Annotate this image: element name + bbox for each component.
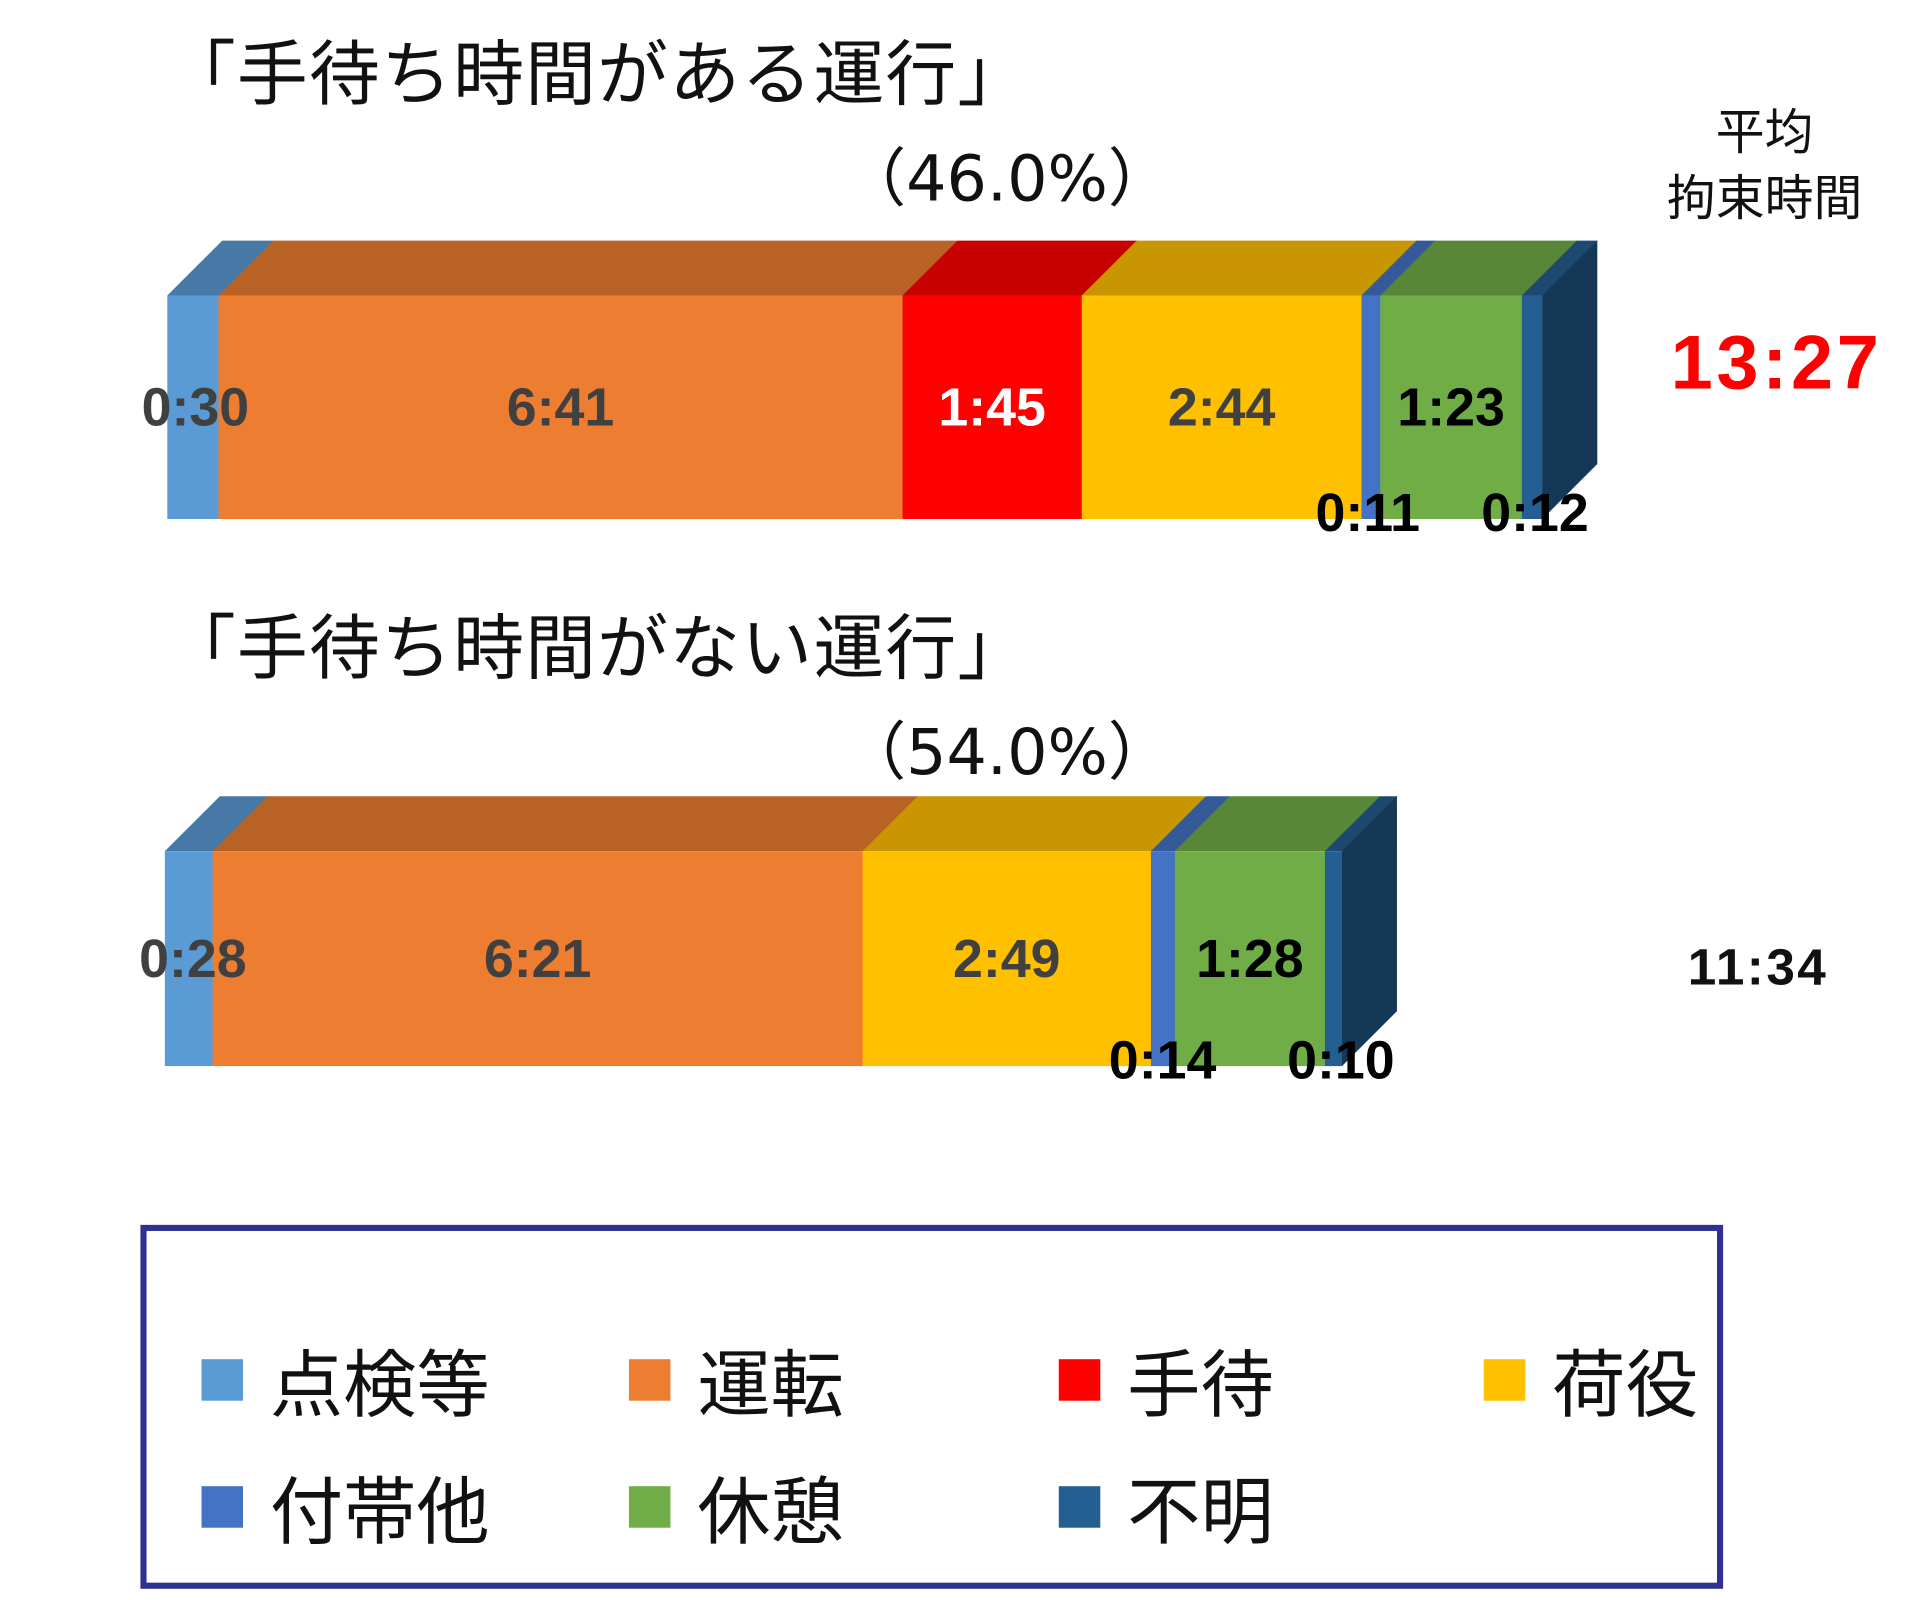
bar-segment-top-不明	[1521, 240, 1598, 296]
bar-segment-top-休憩	[1174, 796, 1381, 852]
bar-segment-運転	[218, 295, 904, 520]
legend-label: 荷役	[1552, 1343, 1699, 1429]
total-header-line2: 拘束時間	[1666, 170, 1863, 228]
legend-label: 付帯他	[269, 1470, 490, 1556]
bar-segment-top-不明	[1324, 796, 1398, 852]
bar-segment-top-付帯他	[1361, 240, 1436, 296]
bar-segment-top-手待	[902, 240, 1138, 296]
bar-segment-荷役	[862, 851, 1152, 1067]
data-label: 0:30	[142, 378, 250, 438]
bar-segment-top-点検等	[167, 240, 275, 296]
bar-segment-top-荷役	[862, 796, 1207, 852]
bar-side-face	[1342, 796, 1397, 1067]
total-header-line1: 平均	[1715, 105, 1814, 162]
legend-label: 不明	[1127, 1470, 1274, 1556]
total-header: 平均 拘束時間	[1643, 100, 1887, 232]
legend-item: 点検等	[201, 1326, 490, 1432]
bar-segment-top-点検等	[164, 796, 269, 852]
bar-segment-top-荷役	[1081, 240, 1418, 296]
bar-side-face	[1542, 240, 1598, 520]
bar-title-with-waiting: 「手待ち時間がある運行」	[164, 32, 1030, 117]
legend-label: 手待	[1127, 1343, 1274, 1429]
legend-item: 不明	[1058, 1453, 1274, 1559]
data-label: 1:28	[1196, 929, 1304, 989]
legend-swatch	[628, 1358, 671, 1401]
bar-segment-top-運転	[218, 240, 959, 296]
data-label: 0:10	[1287, 1030, 1395, 1090]
legend-swatch	[201, 1485, 244, 1528]
bar-segment-不明	[1324, 851, 1343, 1067]
data-label: 6:21	[484, 929, 592, 989]
data-label: 1:45	[938, 378, 1046, 438]
bar-segment-top-付帯他	[1150, 796, 1231, 852]
data-label: 2:44	[1168, 378, 1276, 438]
legend-label: 点検等	[269, 1343, 490, 1429]
total-with-waiting: 13:27	[1670, 321, 1883, 406]
legend-swatch	[1483, 1358, 1526, 1401]
legend-swatch	[201, 1358, 244, 1401]
bars-plot: 0:30 6:41 1:45 2:44 0:11 1:23 0:12 0:28 6:21 2:49…	[139, 240, 1598, 1090]
data-label: 2:49	[953, 929, 1061, 989]
data-label: 0:28	[139, 929, 247, 989]
data-label: 1:23	[1397, 378, 1505, 438]
legend-item: 付帯他	[201, 1453, 490, 1559]
legend-swatch	[1058, 1358, 1101, 1401]
legend-label: 運転	[697, 1343, 844, 1429]
bar-share-without-waiting: （54.0%）	[842, 716, 1172, 791]
bar-segment-点検等	[167, 295, 220, 520]
bar-segment-休憩	[1380, 295, 1523, 520]
data-label: 6:41	[507, 378, 615, 438]
bar-share-with-waiting: （46.0%）	[842, 142, 1172, 217]
legend-item: 休憩	[628, 1453, 844, 1559]
legend-item: 荷役	[1483, 1326, 1699, 1432]
legend: 点検等 運転 手待 荷役付帯他 休憩 不明	[140, 1224, 1724, 1589]
bar-segment-top-運転	[212, 796, 919, 852]
bar-segment-付帯他	[1150, 851, 1176, 1067]
data-label: 0:12	[1481, 483, 1589, 543]
bar-segment-点検等	[164, 851, 214, 1067]
data-label: 0:14	[1109, 1030, 1217, 1090]
legend-label: 休憩	[697, 1470, 844, 1556]
bar-segment-不明	[1521, 295, 1543, 520]
legend-swatch	[628, 1485, 671, 1528]
legend-item: 手待	[1058, 1326, 1274, 1432]
bar-title-without-waiting: 「手待ち時間がない運行」	[164, 606, 1030, 690]
data-label: 0:11	[1315, 483, 1420, 543]
bar-segment-付帯他	[1361, 295, 1381, 520]
bar-segment-運転	[212, 851, 864, 1067]
total-without-waiting: 11:34	[1687, 937, 1829, 996]
legend-swatch	[1058, 1485, 1101, 1528]
bar-segment-手待	[902, 295, 1083, 520]
bar-segment-荷役	[1081, 295, 1363, 520]
bar-segment-top-休憩	[1380, 240, 1578, 296]
legend-item: 運転	[628, 1326, 844, 1432]
bar-segment-休憩	[1174, 851, 1326, 1067]
